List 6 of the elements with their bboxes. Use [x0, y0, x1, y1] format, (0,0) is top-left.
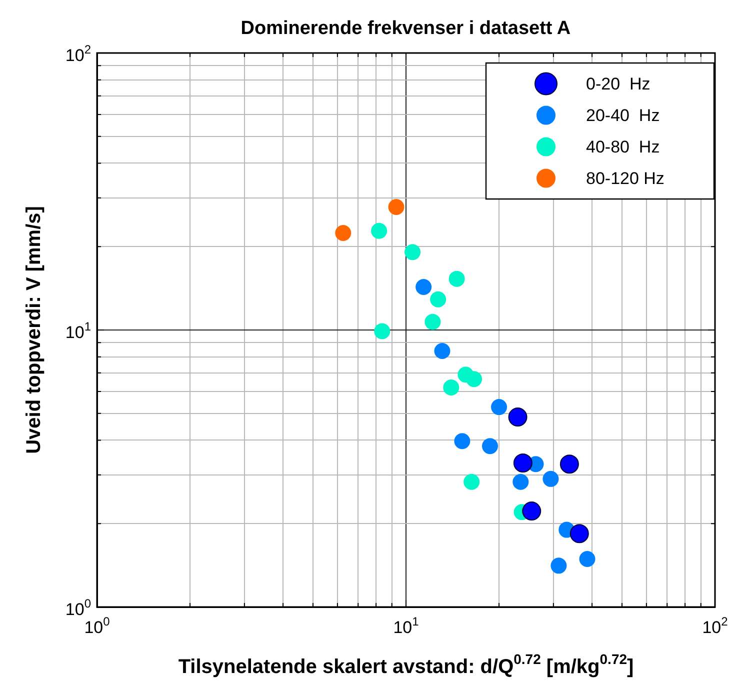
legend-label: 20-40 Hz [586, 106, 660, 125]
y-axis-title: Uveid toppverdi: V [mm/s] [23, 206, 45, 454]
legend-label: 0-20 Hz [586, 74, 650, 94]
legend-label: 80-120 Hz [586, 168, 664, 188]
legend-label: 40-80 Hz [586, 137, 660, 156]
chart-title: Dominerende frekvenser i datasett A [240, 18, 571, 39]
